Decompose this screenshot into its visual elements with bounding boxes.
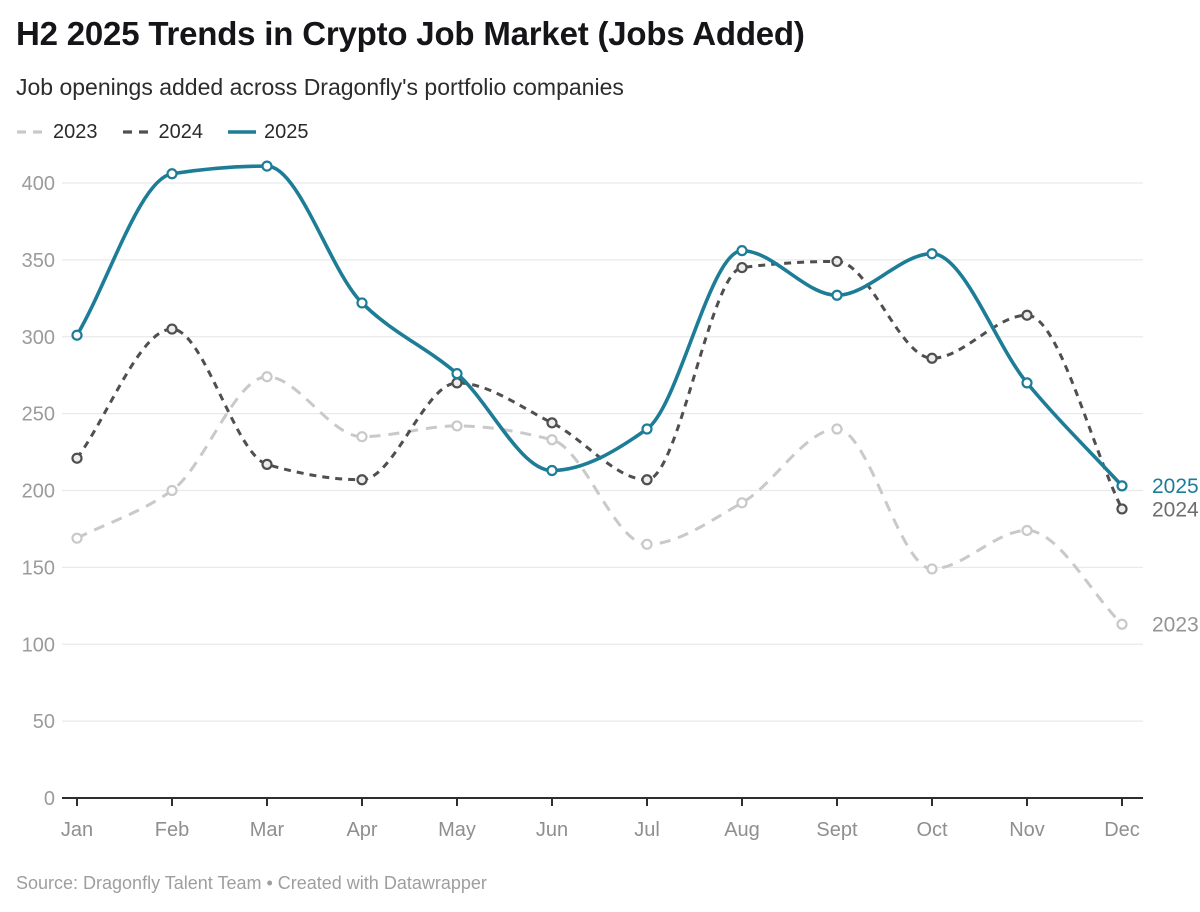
x-tick-label-Sept: Sept	[816, 819, 858, 841]
x-tick-label-Jun: Jun	[536, 819, 568, 841]
legend-item-2025: 2025	[227, 121, 309, 144]
y-tick-label-100: 100	[22, 634, 55, 656]
legend-label-2023: 2023	[53, 120, 98, 143]
x-tick-label-Oct: Oct	[916, 819, 948, 841]
marker-2024-Mar	[261, 458, 273, 470]
marker-2025-Sept	[831, 289, 843, 301]
y-tick-label-150: 150	[22, 557, 55, 579]
marker-2024-Oct	[926, 352, 938, 364]
y-tick-label-400: 400	[22, 173, 55, 195]
marker-2025-Nov	[1021, 377, 1033, 389]
legend-item-2023: 2023	[16, 121, 98, 144]
marker-2023-May	[451, 420, 463, 432]
legend-label-2025: 2025	[264, 120, 309, 143]
marker-2024-Apr	[356, 474, 368, 486]
x-tick-label-Dec: Dec	[1104, 819, 1140, 841]
marker-2024-Jan	[71, 452, 83, 464]
x-tick-label-Mar: Mar	[250, 819, 285, 841]
marker-2024-May	[451, 377, 463, 389]
marker-2025-Mar	[261, 160, 273, 172]
marker-2024-Jul	[641, 474, 653, 486]
marker-2023-Feb	[166, 484, 178, 497]
chart-subtitle: Job openings added across Dragonfly's po…	[16, 74, 624, 100]
x-tick-label-Apr: Apr	[346, 819, 377, 841]
marker-2023-Dec	[1116, 618, 1128, 630]
marker-2024-Jun	[546, 417, 558, 429]
marker-2025-Jul	[641, 423, 653, 435]
y-tick-label-0: 0	[44, 788, 55, 810]
end-label-2023: 2023	[1152, 614, 1199, 637]
x-tick-label-Jul: Jul	[634, 819, 660, 841]
marker-2025-Dec	[1116, 480, 1128, 492]
marker-2025-Apr	[356, 297, 368, 309]
marker-2023-Oct	[926, 563, 938, 575]
marker-2023-Apr	[356, 431, 368, 443]
series-line-2024	[75, 259, 1124, 510]
marker-2023-Sept	[831, 423, 843, 435]
legend-swatch-2023	[17, 130, 45, 134]
marker-2024-Dec	[1116, 503, 1128, 515]
y-tick-label-300: 300	[22, 327, 55, 349]
marker-2023-Jun	[546, 434, 558, 446]
y-tick-label-200: 200	[22, 481, 55, 503]
x-tick-label-May: May	[438, 819, 476, 841]
marker-2025-Jan	[71, 329, 83, 341]
x-tick-label-Nov: Nov	[1009, 819, 1045, 841]
series-line-2025	[75, 164, 1124, 488]
marker-2024-Nov	[1021, 309, 1033, 321]
marker-2025-Jun	[546, 464, 558, 477]
marker-2024-Feb	[166, 323, 178, 335]
marker-2023-Nov	[1021, 524, 1033, 537]
marker-2023-Mar	[261, 371, 273, 383]
legend: 2023 2024 2025	[16, 119, 333, 145]
marker-2025-Oct	[926, 248, 938, 260]
x-tick-label-Jan: Jan	[61, 819, 93, 841]
marker-2024-Sept	[831, 255, 843, 268]
chart-title: H2 2025 Trends in Crypto Job Market (Job…	[16, 15, 805, 52]
marker-2025-May	[451, 368, 463, 380]
y-tick-label-50: 50	[33, 711, 55, 733]
legend-label-2024: 2024	[158, 120, 204, 143]
x-tick-label-Feb: Feb	[155, 819, 189, 841]
legend-swatch-2024	[122, 130, 151, 134]
marker-2025-Feb	[166, 168, 178, 180]
y-tick-label-250: 250	[22, 404, 55, 426]
end-label-2025: 2025	[1152, 475, 1199, 498]
marker-2025-Aug	[736, 245, 748, 257]
marker-2023-Jul	[641, 538, 653, 550]
marker-2023-Jan	[71, 532, 83, 544]
legend-swatch-2025	[228, 130, 256, 134]
source-note: Source: Dragonfly Talent Team • Created …	[16, 873, 487, 893]
marker-2023-Aug	[736, 497, 748, 509]
marker-2024-Aug	[736, 261, 748, 274]
x-tick-label-Aug: Aug	[724, 819, 760, 841]
series-line-2023	[76, 375, 1124, 626]
y-tick-label-350: 350	[22, 250, 55, 272]
end-label-2024: 2024	[1152, 498, 1199, 521]
legend-item-2024: 2024	[122, 120, 204, 144]
